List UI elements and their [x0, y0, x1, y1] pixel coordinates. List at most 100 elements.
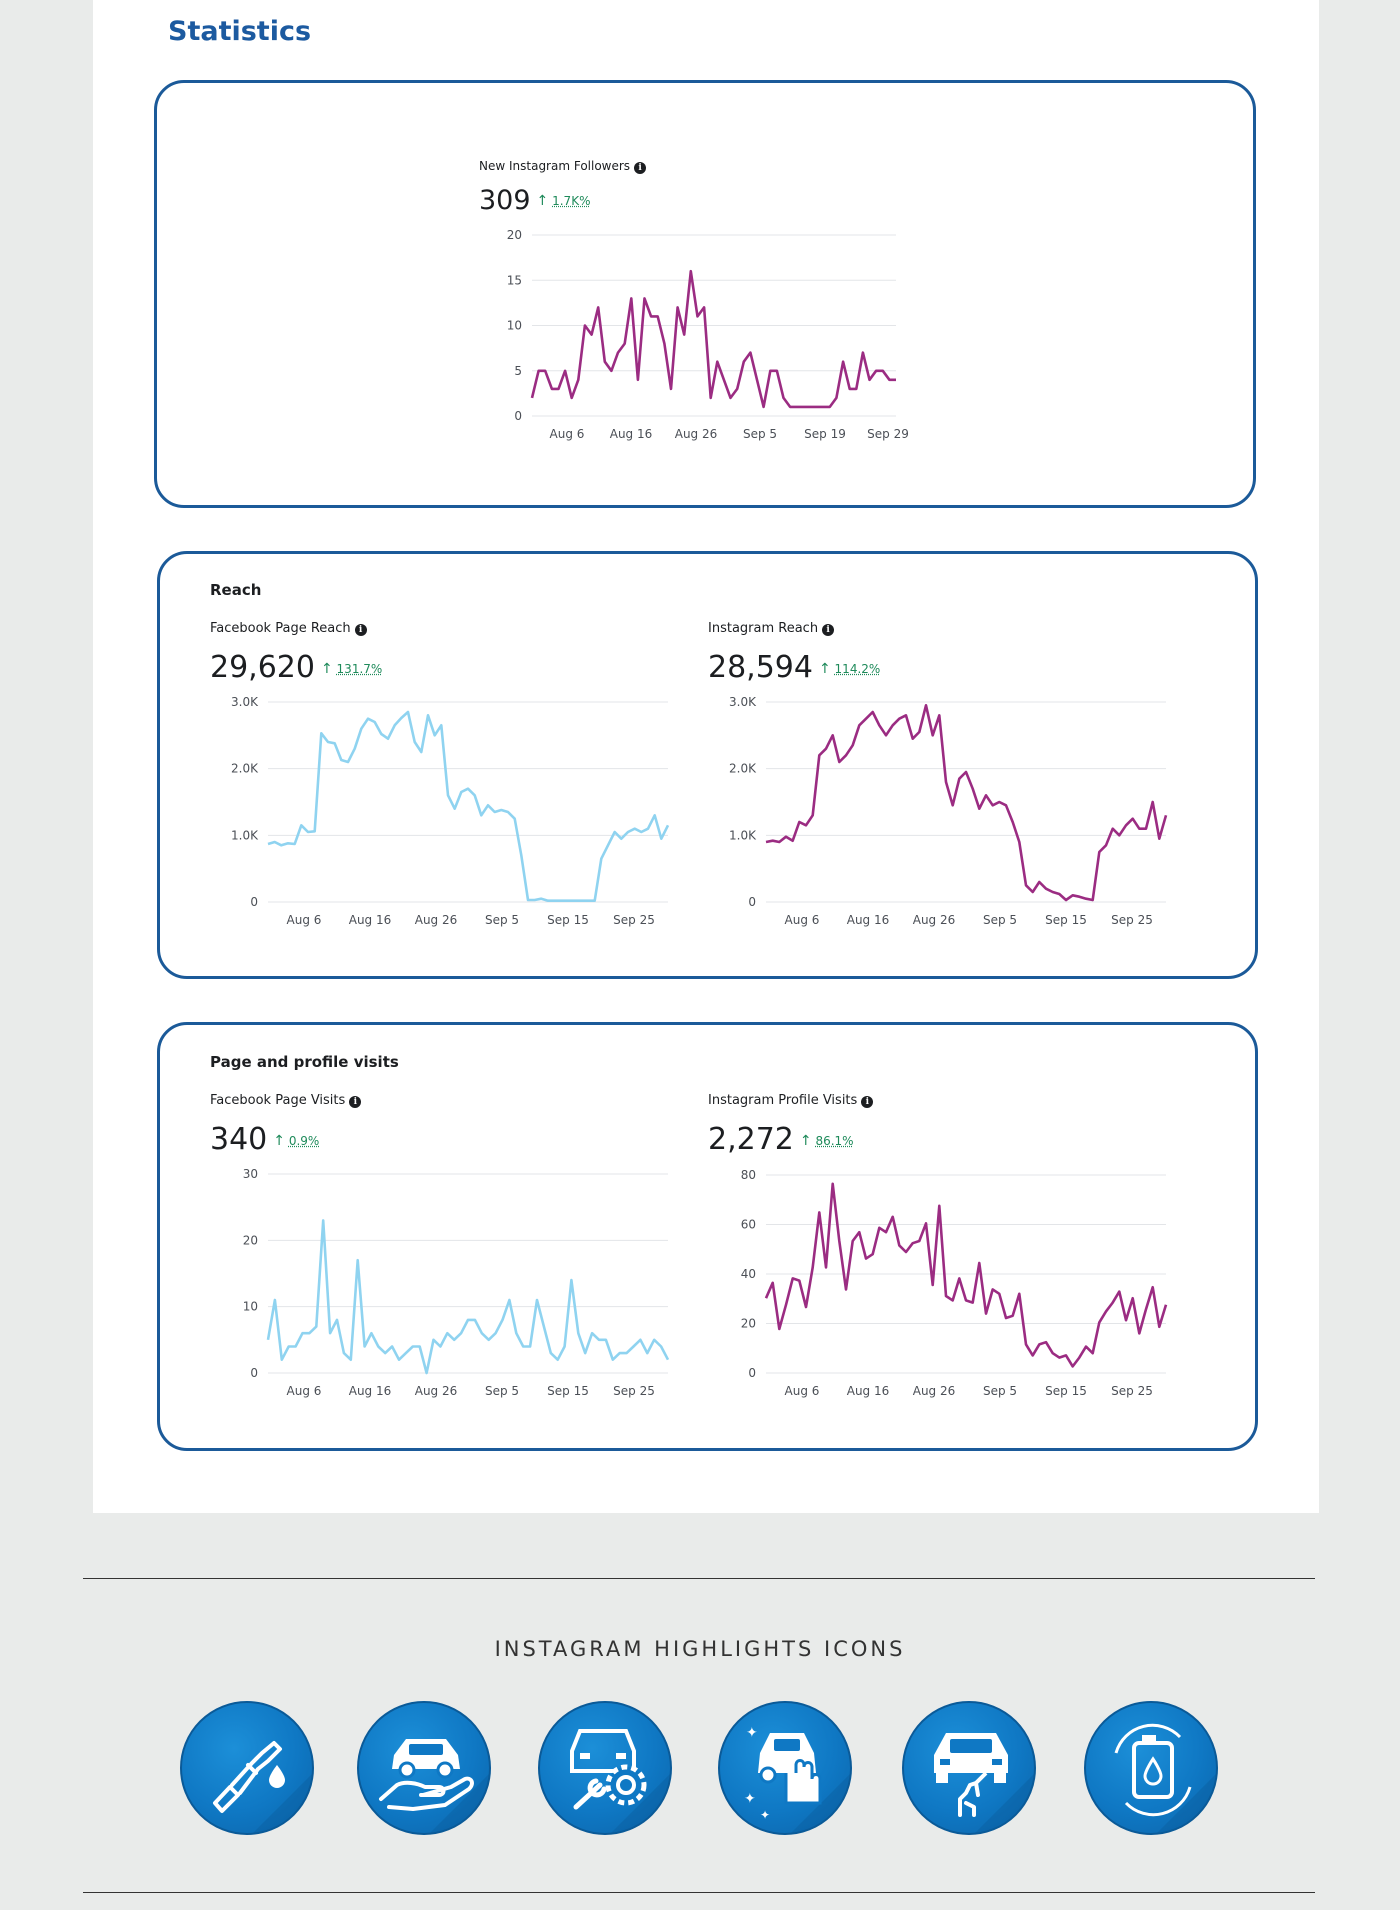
car-key-icon [934, 1733, 1034, 1833]
y-tick-label: 0 [748, 895, 756, 909]
y-tick-label: 0 [514, 409, 522, 423]
series-line [530, 269, 896, 409]
followers-card [154, 80, 1256, 508]
x-tick-label: Aug 6 [550, 427, 585, 441]
up-arrow-icon: ↑ [273, 1133, 285, 1149]
highlight-car-wash[interactable]: ✦ ✦ ✦ [718, 1701, 852, 1835]
visits-card [157, 1022, 1258, 1451]
y-tick-label: 20 [507, 228, 522, 242]
facebook-reach-label: Facebook Page Reach i [210, 621, 367, 636]
highlight-car-key[interactable] [902, 1701, 1036, 1835]
divider-bottom [83, 1892, 1315, 1893]
x-tick-label: Aug 26 [415, 1384, 458, 1398]
info-icon[interactable]: i [634, 162, 647, 174]
up-arrow-icon: ↑ [536, 193, 549, 209]
divider-top [83, 1578, 1315, 1579]
facebook-reach-change-pct[interactable]: 131.7% [336, 662, 383, 676]
followers-value: 309 ↑ 1.7K% [479, 185, 590, 216]
highlight-car-hand[interactable] [357, 1701, 491, 1835]
facebook-reach-label-text: Facebook Page Reach [210, 621, 351, 636]
x-tick-label: Sep 29 [867, 427, 909, 441]
series-line [765, 703, 1168, 902]
x-tick-label: Aug 16 [847, 913, 890, 927]
series-line [266, 1219, 670, 1375]
up-arrow-icon: ↑ [799, 1133, 812, 1149]
x-tick-label: Aug 16 [847, 1384, 890, 1398]
x-tick-label: Aug 16 [349, 913, 392, 927]
facebook-visits-change-pct[interactable]: 0.9% [288, 1134, 320, 1148]
x-tick-label: Sep 5 [485, 1384, 519, 1398]
visits-heading: Page and profile visits [210, 1053, 399, 1071]
x-tick-label: Sep 5 [743, 427, 777, 441]
up-arrow-icon: ↑ [320, 661, 333, 677]
info-icon[interactable]: i [861, 1096, 874, 1108]
x-tick-label: Aug 6 [785, 1384, 820, 1398]
x-tick-label: Sep 25 [613, 1384, 655, 1398]
oil-canister-icon [1114, 1723, 1216, 1833]
instagram-reach-label: Instagram Reach i [708, 621, 835, 636]
info-icon[interactable]: i [354, 624, 367, 636]
followers-change-pct[interactable]: 1.7K% [552, 194, 591, 208]
followers-value-text: 309 [479, 185, 531, 216]
x-tick-label: Aug 26 [675, 427, 718, 441]
facebook-visits-label-text: Facebook Page Visits [210, 1093, 346, 1108]
section-title: Statistics [168, 16, 312, 47]
info-icon[interactable]: i [822, 624, 835, 636]
instagram-reach-value-text: 28,594 [708, 650, 813, 685]
y-tick-label: 1.0K [231, 828, 259, 842]
x-tick-label: Aug 6 [785, 913, 820, 927]
highlights-title: INSTAGRAM HIGHLIGHTS ICONS [494, 1637, 906, 1661]
highlight-fuel[interactable] [180, 1701, 314, 1835]
y-tick-label: 40 [741, 1267, 756, 1281]
y-tick-label: 20 [741, 1317, 756, 1331]
series-line [764, 1182, 1168, 1368]
x-tick-label: Sep 25 [613, 913, 655, 927]
y-tick-label: 10 [507, 319, 522, 333]
y-tick-label: 5 [514, 364, 522, 378]
y-tick-label: 3.0K [231, 695, 259, 709]
instagram-reach-change-pct[interactable]: 114.2% [834, 662, 881, 676]
y-tick-label: 0 [250, 1366, 258, 1380]
y-tick-label: 0 [748, 1366, 756, 1380]
y-tick-label: 2.0K [729, 762, 757, 776]
x-tick-label: Sep 15 [547, 1384, 589, 1398]
svg-text:✦: ✦ [744, 1791, 756, 1807]
x-tick-label: Aug 16 [349, 1384, 392, 1398]
x-tick-label: Sep 19 [804, 427, 846, 441]
y-tick-label: 1.0K [729, 828, 757, 842]
y-tick-label: 0 [250, 895, 258, 909]
reach-heading: Reach [210, 581, 262, 599]
instagram-visits-change-pct[interactable]: 86.1% [815, 1134, 854, 1148]
y-tick-label: 80 [741, 1168, 756, 1182]
x-tick-label: Aug 16 [610, 427, 653, 441]
facebook-visits-label: Facebook Page Visits i [210, 1093, 362, 1108]
instagram-visits-change: ↑ 86.1% [799, 1133, 854, 1149]
car-service-gear-wrench-icon [570, 1729, 670, 1833]
followers-label-text: New Instagram Followers [479, 159, 631, 173]
x-tick-label: Sep 5 [983, 913, 1017, 927]
x-tick-label: Sep 15 [1045, 1384, 1087, 1398]
y-tick-label: 15 [507, 273, 522, 287]
highlight-car-service[interactable] [538, 1701, 672, 1835]
instagram-reach-change: ↑ 114.2% [819, 661, 881, 677]
x-tick-label: Sep 25 [1111, 1384, 1153, 1398]
facebook-reach-value: 29,620 ↑ 131.7% [210, 650, 382, 685]
instagram-visits-label: Instagram Profile Visits i [708, 1093, 874, 1108]
y-tick-label: 60 [741, 1218, 756, 1232]
x-tick-label: Sep 25 [1111, 913, 1153, 927]
instagram-visits-value-text: 2,272 [708, 1122, 794, 1157]
series-line [267, 710, 670, 903]
info-icon[interactable]: i [349, 1096, 362, 1108]
facebook-visits-value-text: 340 [210, 1122, 268, 1157]
x-tick-label: Aug 6 [287, 913, 322, 927]
x-tick-label: Sep 5 [983, 1384, 1017, 1398]
x-tick-label: Aug 26 [415, 913, 458, 927]
facebook-visits-change: ↑ 0.9% [273, 1133, 320, 1149]
highlight-oil[interactable] [1084, 1701, 1218, 1835]
x-tick-label: Sep 15 [547, 913, 589, 927]
